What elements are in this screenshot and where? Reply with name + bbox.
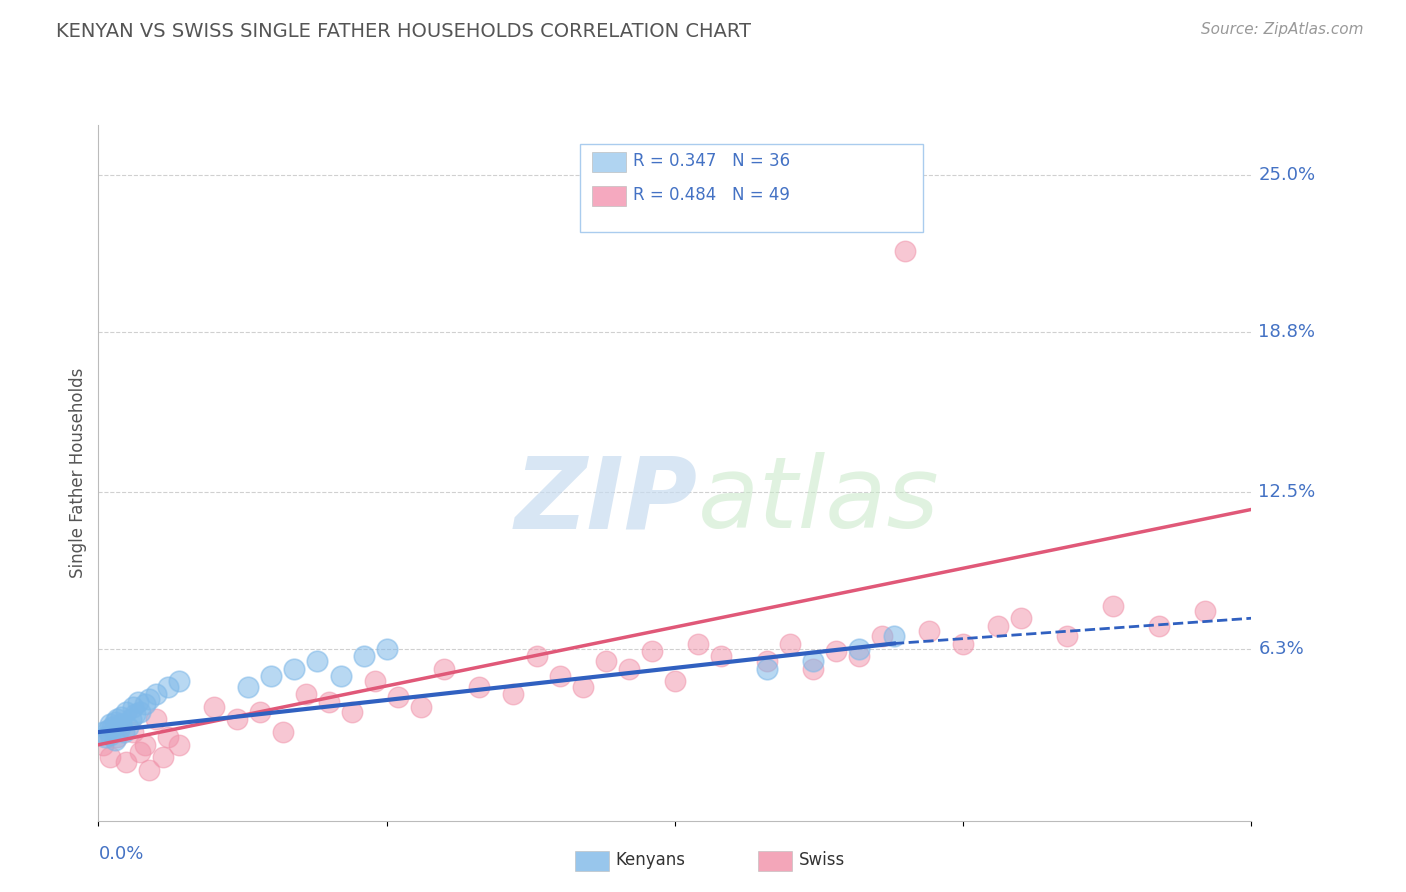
Text: Swiss: Swiss bbox=[799, 851, 845, 869]
Point bbox=[110, 710, 132, 724]
Point bbox=[952, 636, 974, 650]
Point bbox=[468, 680, 491, 694]
Text: 25.0%: 25.0% bbox=[1258, 167, 1316, 185]
Point bbox=[318, 695, 340, 709]
Point bbox=[283, 662, 305, 676]
Text: Source: ZipAtlas.com: Source: ZipAtlas.com bbox=[1201, 22, 1364, 37]
Point bbox=[340, 705, 363, 719]
Point bbox=[115, 756, 138, 770]
Text: KENYAN VS SWISS SINGLE FATHER HOUSEHOLDS CORRELATION CHART: KENYAN VS SWISS SINGLE FATHER HOUSEHOLDS… bbox=[56, 22, 751, 41]
Text: atlas: atlas bbox=[697, 452, 939, 549]
Point bbox=[110, 717, 132, 731]
Point bbox=[91, 725, 114, 739]
Point bbox=[548, 669, 571, 683]
Point bbox=[617, 662, 640, 676]
Point bbox=[124, 707, 146, 722]
Point bbox=[98, 750, 121, 764]
Point bbox=[167, 738, 190, 752]
Point bbox=[105, 713, 128, 727]
Point bbox=[411, 699, 433, 714]
Point bbox=[848, 649, 870, 664]
Point bbox=[127, 695, 149, 709]
Point bbox=[595, 654, 617, 668]
Point bbox=[120, 713, 142, 727]
Point bbox=[134, 738, 156, 752]
Text: 0.0%: 0.0% bbox=[98, 845, 143, 863]
Point bbox=[433, 662, 456, 676]
Point bbox=[502, 687, 524, 701]
Y-axis label: Single Father Households: Single Father Households bbox=[69, 368, 87, 578]
Point bbox=[129, 745, 152, 759]
Point bbox=[156, 680, 179, 694]
Point bbox=[97, 723, 120, 737]
Point bbox=[112, 725, 135, 739]
Point bbox=[526, 649, 548, 664]
Point bbox=[295, 687, 318, 701]
Point bbox=[103, 714, 125, 729]
Point bbox=[848, 641, 870, 656]
Point bbox=[122, 725, 145, 739]
Point bbox=[801, 662, 824, 676]
Point bbox=[710, 649, 733, 664]
Point bbox=[353, 649, 375, 664]
Text: R = 0.347   N = 36: R = 0.347 N = 36 bbox=[633, 152, 790, 169]
Point bbox=[103, 732, 125, 747]
Point bbox=[825, 644, 848, 658]
Point bbox=[238, 680, 260, 694]
Text: 18.8%: 18.8% bbox=[1258, 323, 1316, 342]
Point bbox=[801, 654, 824, 668]
Point bbox=[883, 629, 905, 643]
Point bbox=[138, 692, 160, 706]
Point bbox=[117, 720, 139, 734]
Point bbox=[1194, 604, 1216, 618]
Point bbox=[686, 636, 709, 650]
Point bbox=[145, 713, 167, 727]
Text: 6.3%: 6.3% bbox=[1258, 640, 1305, 657]
Point bbox=[91, 738, 114, 752]
Point bbox=[108, 723, 131, 737]
Point bbox=[101, 720, 124, 734]
Point bbox=[987, 619, 1010, 633]
Point bbox=[387, 690, 409, 704]
Point bbox=[167, 674, 190, 689]
Point bbox=[134, 698, 156, 712]
Point bbox=[98, 728, 121, 742]
Point bbox=[756, 654, 779, 668]
Point bbox=[1010, 611, 1032, 625]
Point bbox=[307, 654, 329, 668]
Point bbox=[641, 644, 664, 658]
Text: R = 0.484   N = 49: R = 0.484 N = 49 bbox=[633, 186, 790, 203]
Point bbox=[122, 699, 145, 714]
Text: Kenyans: Kenyans bbox=[616, 851, 686, 869]
Point bbox=[664, 674, 686, 689]
Point bbox=[225, 713, 247, 727]
Point bbox=[329, 669, 352, 683]
Point bbox=[98, 717, 121, 731]
Point bbox=[571, 680, 593, 694]
Point bbox=[152, 750, 174, 764]
Point bbox=[138, 763, 160, 777]
Point bbox=[917, 624, 939, 638]
Point bbox=[156, 730, 179, 744]
Point bbox=[115, 705, 138, 719]
Text: ZIP: ZIP bbox=[515, 452, 697, 549]
Point bbox=[894, 244, 917, 259]
Point bbox=[779, 636, 801, 650]
Point bbox=[129, 705, 152, 719]
Point bbox=[1147, 619, 1170, 633]
Point bbox=[145, 687, 167, 701]
Point bbox=[271, 725, 294, 739]
Point bbox=[756, 662, 779, 676]
Point bbox=[1056, 629, 1078, 643]
Point bbox=[94, 730, 117, 744]
Point bbox=[260, 669, 283, 683]
Point bbox=[202, 699, 225, 714]
Point bbox=[364, 674, 387, 689]
Point bbox=[249, 705, 271, 719]
Point bbox=[1102, 599, 1125, 613]
Point bbox=[375, 641, 398, 656]
Point bbox=[872, 629, 894, 643]
Text: 12.5%: 12.5% bbox=[1258, 483, 1316, 500]
Point bbox=[105, 730, 128, 744]
